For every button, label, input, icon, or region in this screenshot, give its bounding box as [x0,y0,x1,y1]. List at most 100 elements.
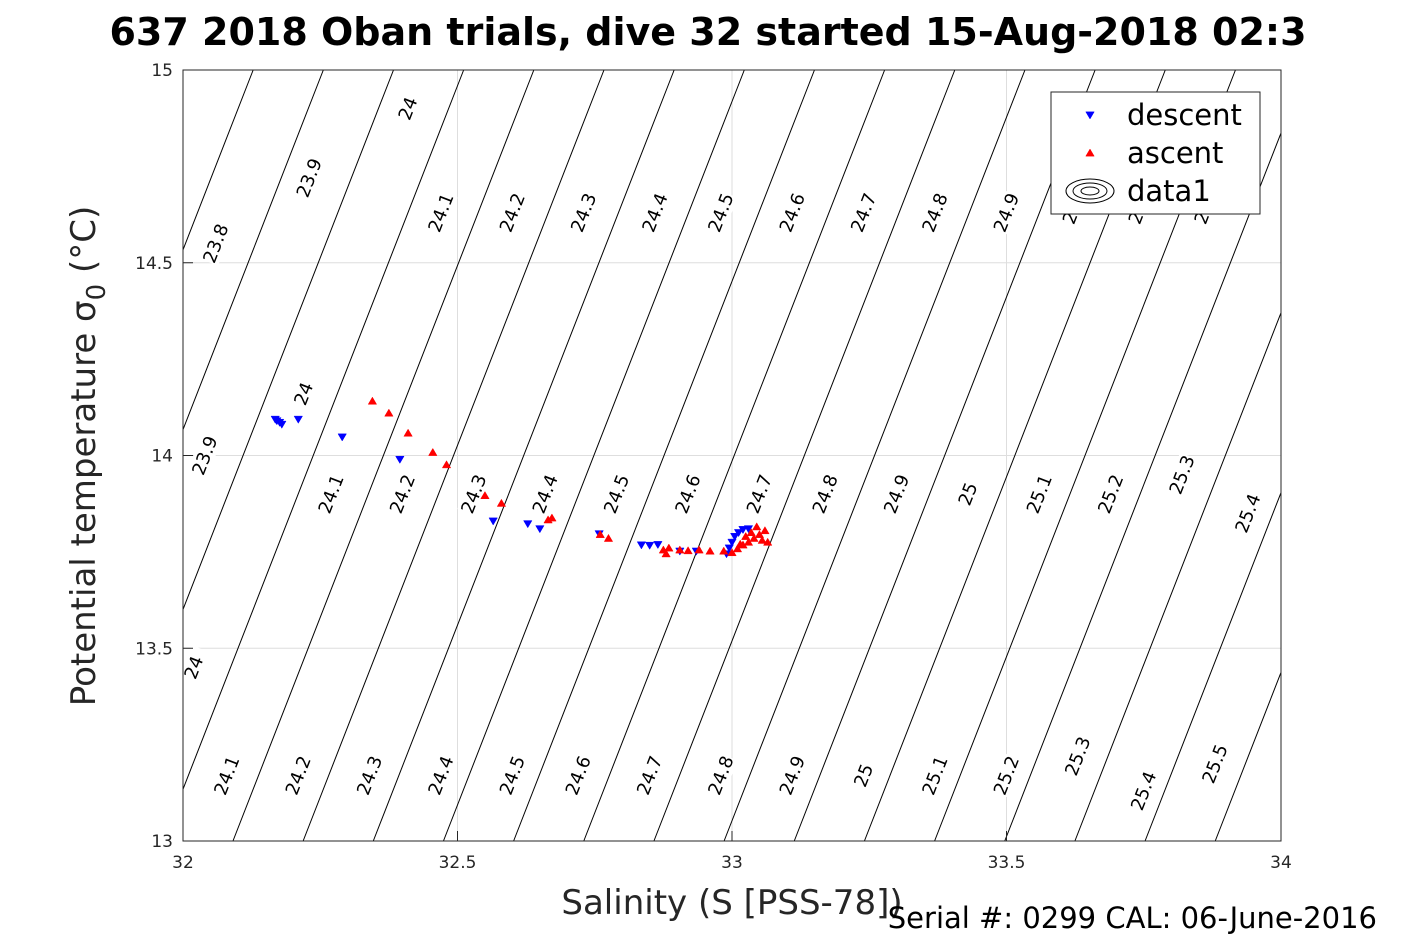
x-tick-label: 33.5 [988,853,1026,873]
contour-label: 25.4 [1231,491,1265,536]
contour-label-bg [808,471,842,517]
contour-label-bg [287,371,321,417]
contour-label: 24.4 [639,190,673,235]
contour-label: 25.2 [990,753,1024,798]
legend-label-ascent: ascent [1127,136,1223,170]
contour-label-bg [457,471,491,517]
contour-label-bg [880,471,914,517]
contour-label-bg [199,221,233,266]
contour-label: 24.7 [633,753,667,798]
legend-marker-descent [1085,111,1095,120]
ascent-point [664,543,674,552]
ascent-point [595,530,605,538]
x-tick-label: 33 [721,853,743,873]
descent-point [724,544,734,553]
descent-point [727,538,737,547]
ascent-point [727,548,737,557]
contour-label: 24.5 [496,753,530,798]
contour-label-bg [386,471,420,517]
contour-label-bg [671,471,705,517]
isopycnal-line [232,69,535,842]
contour-label-bg [210,753,244,798]
density-contours [182,69,1282,842]
contour-label: 24.7 [743,472,777,517]
contour-label: 24.8 [809,472,843,517]
y-axis-ticks: 13 13.5 14 14.5 15 [135,61,193,852]
contour-label: 24.4 [424,753,458,798]
ascent-point [496,498,507,507]
isopycnal-line [302,69,605,842]
contour-label: 24.6 [671,472,705,517]
contour-label-bg [567,190,601,235]
serial-footer: Serial #: 0299 CAL: 06-June-2016 [888,901,1377,935]
y-axis-label-main: Potential temperature σ [64,300,104,706]
ascent-point [603,533,614,542]
contour-label-bg [1198,741,1232,787]
contour-label-bg [989,190,1024,235]
descent-point [535,525,545,534]
contour-label-bg [775,753,809,798]
ascent-point [743,537,754,546]
descent-point [395,455,405,464]
isopycnal-line [1214,672,1282,842]
legend-label-descent: descent [1127,98,1242,132]
ascent-point [661,549,671,558]
ascent-point [732,544,743,553]
contour-label: 24.2 [386,472,420,517]
contour-label: 24.3 [353,753,387,798]
contour-label-bg [989,753,1024,798]
isopycnal-line [182,69,394,610]
contour-label-bg [1165,452,1199,498]
y-tick-label: 13 [151,832,173,852]
ascent-point [480,491,490,499]
descent-point [488,517,498,526]
descent-point [337,433,347,442]
contour-label-bg [353,753,387,798]
contour-label-bg [951,471,985,517]
ascent-point [403,428,413,437]
isopycnal-line [372,69,675,842]
chart-title: 637 2018 Oban trials, dive 32 started 15… [109,10,1306,54]
x-tick-label: 34 [1270,853,1292,873]
descent-point [645,541,655,550]
contour-label-bg [847,753,881,798]
contour-label: 25.5 [1199,742,1233,787]
ascent-point [705,546,715,555]
ascent-point [741,531,751,540]
contour-label: 25.3 [1166,452,1200,497]
descent-point [730,533,740,541]
contour-label: 24.3 [567,190,601,235]
isopycnal-line [182,69,465,790]
isopycnal-line [513,69,815,842]
contour-label: 24.1 [315,472,349,517]
descent-point [523,520,533,529]
x-tick-label: 32 [172,853,194,873]
contour-label-bg [188,433,222,478]
isopycnal-line [1004,132,1282,842]
isopycnal-line [442,69,745,842]
isopycnal-line [723,69,1026,842]
isopycnal-line [1074,312,1282,842]
contour-label-bg [424,190,458,235]
contour-label-bg [1094,471,1128,517]
ascent-point [754,530,765,538]
contour-label: 24.2 [282,753,316,798]
isopycnal-line [182,69,324,430]
contour-label: 23.8 [199,221,233,266]
ascent-point [367,396,378,405]
contour-label: 25.3 [1061,734,1095,779]
contour-label: 25.4 [1127,769,1161,814]
descent-point [293,415,303,424]
descent-point [636,541,647,550]
contour-label-bg [495,190,529,235]
isopycnal-line [1144,492,1282,842]
contour-label-bg [918,190,952,235]
y-axis-label: Potential temperature σ0 (°C) [64,206,112,706]
ascent-point [683,546,693,555]
descent-point [653,541,663,550]
contour-label-bg [600,471,634,517]
isopycnal-line [583,69,886,842]
ascent-point [760,526,770,535]
contour-label-bg [1022,471,1057,517]
